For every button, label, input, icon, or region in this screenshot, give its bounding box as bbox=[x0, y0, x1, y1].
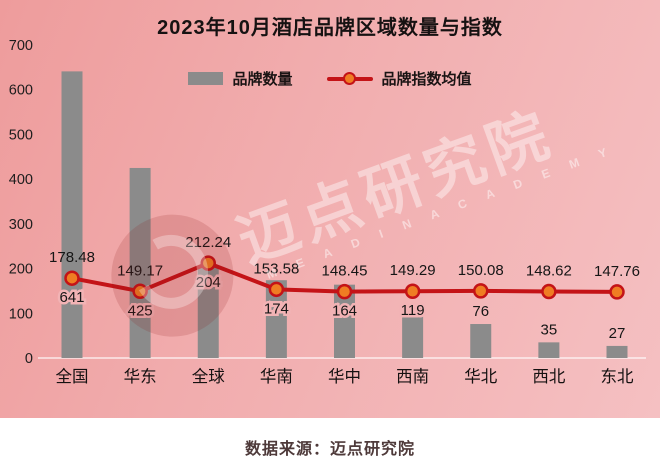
bar-value-label: 204 bbox=[196, 274, 221, 291]
bar bbox=[538, 342, 560, 358]
line-value-label: 149.17 bbox=[117, 262, 163, 279]
x-category-label: 华南 bbox=[260, 367, 293, 386]
bar-value-label: 76 bbox=[472, 303, 489, 320]
y-tick-label: 500 bbox=[9, 127, 33, 143]
x-category-label: 东北 bbox=[601, 367, 635, 386]
line-dot bbox=[64, 270, 80, 286]
y-tick-label: 700 bbox=[9, 38, 33, 54]
bar-value-label: 164 bbox=[332, 303, 357, 320]
chart-legend: 品牌数量 品牌指数均值 bbox=[0, 68, 660, 89]
y-tick-label: 0 bbox=[25, 351, 33, 367]
line-value-label: 147.76 bbox=[594, 263, 640, 280]
line-value-label: 178.48 bbox=[49, 249, 95, 266]
bar bbox=[334, 284, 355, 358]
x-category-label: 华东 bbox=[124, 367, 157, 386]
line-value-label: 150.08 bbox=[458, 262, 504, 279]
bar-value-label: 425 bbox=[128, 302, 153, 319]
line-dot bbox=[404, 283, 421, 299]
bar bbox=[129, 167, 151, 358]
bar-value-label: 35 bbox=[541, 321, 558, 338]
line-value-label: 212.24 bbox=[185, 234, 231, 251]
legend-label-bars: 品牌数量 bbox=[232, 71, 293, 88]
line-dot bbox=[609, 284, 625, 300]
line-value-label: 148.62 bbox=[526, 263, 572, 280]
legend-item-line: 品牌指数均值 bbox=[326, 68, 472, 89]
combo-chart: 0 100 200 300 400 500 600 700 全国 华东 全球 华南 华中 西南 华北 西北 东北… bbox=[8, 38, 640, 386]
line-dot bbox=[268, 281, 285, 298]
bar-value-label: 27 bbox=[609, 325, 626, 342]
line-dot bbox=[473, 283, 489, 299]
bar-value-label: 119 bbox=[401, 302, 425, 319]
bar bbox=[197, 266, 219, 358]
y-tick-label: 200 bbox=[9, 262, 33, 278]
chart-title: 2023年10月酒店品牌区域数量与指数 bbox=[157, 17, 503, 39]
line-dot bbox=[200, 255, 216, 271]
line-value-label: 148.45 bbox=[322, 263, 368, 280]
bar bbox=[470, 324, 492, 358]
x-category-label: 华北 bbox=[464, 367, 498, 386]
legend-item-bars: 品牌数量 bbox=[188, 68, 293, 89]
line-dot bbox=[132, 283, 148, 300]
line-value-label: 149.29 bbox=[390, 262, 436, 279]
x-category-label: 全球 bbox=[192, 367, 226, 386]
bar bbox=[402, 304, 424, 358]
line-dot bbox=[336, 283, 353, 300]
y-tick-label: 600 bbox=[9, 83, 33, 99]
line-marker-icon bbox=[326, 72, 373, 85]
bar-value-label: 174 bbox=[264, 300, 289, 317]
line-value-label: 153.58 bbox=[253, 260, 299, 277]
y-tick-label: 300 bbox=[9, 217, 33, 233]
x-category-label: 全国 bbox=[56, 367, 89, 386]
legend-label-line: 品牌指数均值 bbox=[381, 71, 472, 88]
y-tick-label: 100 bbox=[9, 306, 33, 322]
source-footer: 数据来源：迈点研究院 bbox=[0, 418, 660, 476]
x-category-label: 西南 bbox=[396, 367, 429, 386]
line-dot bbox=[541, 283, 557, 300]
chart-panel: 2023年10月酒店品牌区域数量与指数 品牌数量 品牌指数均值 0 100 200 3… bbox=[0, 0, 660, 418]
bar bbox=[606, 345, 628, 358]
x-category-label: 华中 bbox=[328, 367, 361, 386]
bar bbox=[265, 280, 287, 358]
bar-value-label: 641 bbox=[59, 289, 84, 306]
bar-swatch-icon bbox=[188, 72, 224, 85]
x-category-label: 西北 bbox=[532, 367, 566, 386]
source-text: 数据来源：迈点研究院 bbox=[244, 441, 415, 458]
y-tick-label: 400 bbox=[9, 172, 33, 188]
bar bbox=[61, 71, 83, 358]
